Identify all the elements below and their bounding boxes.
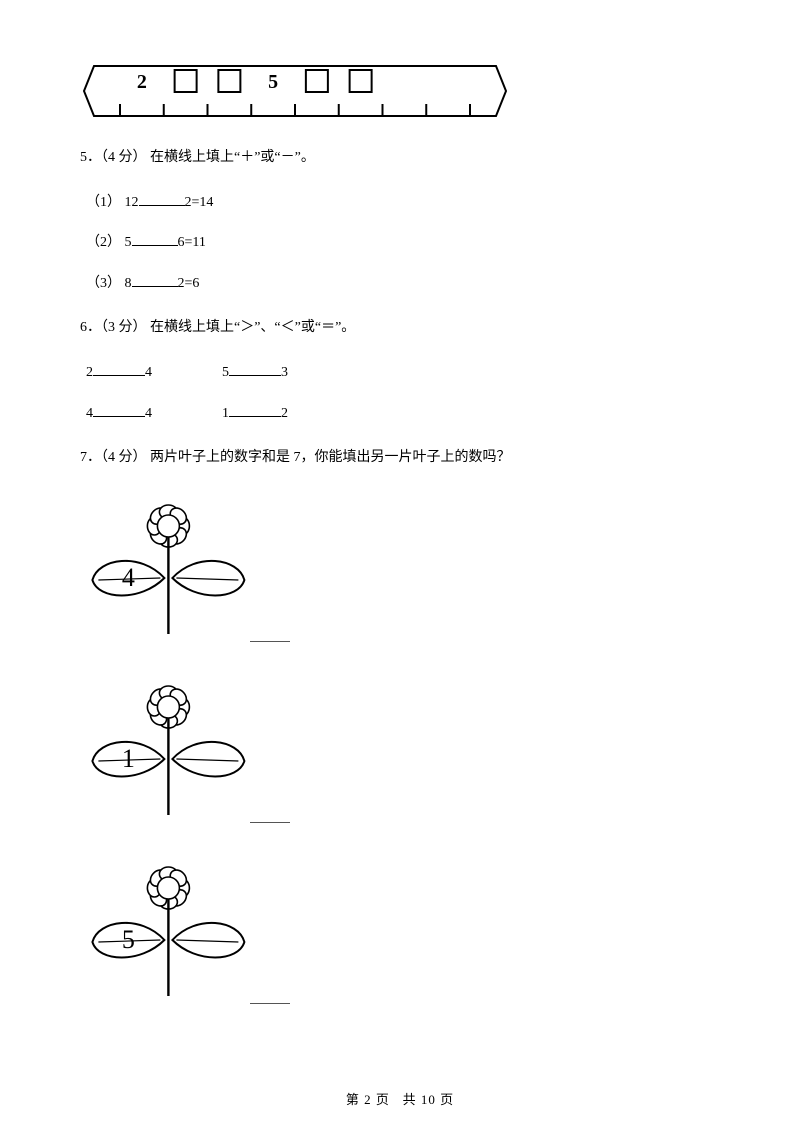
- flower-1: 1: [80, 671, 720, 826]
- flower-answer-blank[interactable]: [250, 1003, 290, 1004]
- q6-b: 4: [145, 406, 152, 421]
- flower-0: 4: [80, 490, 720, 645]
- page-footer: 第 2 页 共 10 页: [0, 1089, 800, 1108]
- svg-text:5: 5: [268, 71, 278, 93]
- flower-answer-blank[interactable]: [250, 822, 290, 823]
- q5-suffix: 6=11: [178, 235, 206, 250]
- q6-a: 4: [86, 406, 93, 421]
- svg-text:1: 1: [122, 744, 135, 773]
- q5-item-0: （1） 12 2=14: [86, 190, 720, 217]
- footer-sep: [394, 1092, 398, 1107]
- q5-item-2: （3） 8 2=6: [86, 271, 720, 298]
- q5-prefix: （2） 5: [86, 235, 132, 250]
- number-line-ruler: 25: [80, 60, 720, 127]
- q6-row-0: 2 4 5 3: [86, 360, 720, 387]
- q5-suffix: 2=6: [178, 276, 200, 291]
- flower-answer-blank[interactable]: [250, 641, 290, 642]
- q6-heading: 6．（3 分） 在横线上填上“＞”、“＜”或“＝”。: [80, 315, 720, 342]
- q5-prefix: （3） 8: [86, 276, 132, 291]
- q5-prefix: （1） 12: [86, 195, 139, 210]
- svg-text:4: 4: [122, 563, 135, 592]
- q6-blank[interactable]: [93, 401, 145, 416]
- svg-text:2: 2: [137, 71, 147, 93]
- q5-suffix: 2=14: [185, 195, 214, 210]
- q6-a: 2: [86, 365, 93, 380]
- footer-total: 共 10 页: [403, 1092, 455, 1107]
- q6-row-1: 4 4 1 2: [86, 401, 720, 428]
- q5-blank[interactable]: [132, 231, 178, 246]
- footer-page: 第 2 页: [346, 1092, 390, 1107]
- q6-a: 1: [222, 406, 229, 421]
- ruler-svg: 25: [80, 60, 510, 122]
- q6-b: 3: [281, 365, 288, 380]
- svg-text:5: 5: [122, 925, 135, 954]
- q6-b: 2: [281, 406, 288, 421]
- q5-blank[interactable]: [132, 271, 178, 286]
- q7-heading: 7．（4 分） 两片叶子上的数字和是 7，你能填出另一片叶子上的数吗？: [80, 445, 720, 472]
- flower-2: 5: [80, 852, 720, 1007]
- q6-blank[interactable]: [93, 361, 145, 376]
- q5-heading: 5．（4 分） 在横线上填上“＋”或“－”。: [80, 145, 720, 172]
- q6-b: 4: [145, 365, 152, 380]
- q6-a: 5: [222, 365, 229, 380]
- q6-blank[interactable]: [229, 401, 281, 416]
- q5-blank[interactable]: [139, 190, 185, 205]
- q5-item-1: （2） 5 6=11: [86, 230, 720, 257]
- q6-blank[interactable]: [229, 361, 281, 376]
